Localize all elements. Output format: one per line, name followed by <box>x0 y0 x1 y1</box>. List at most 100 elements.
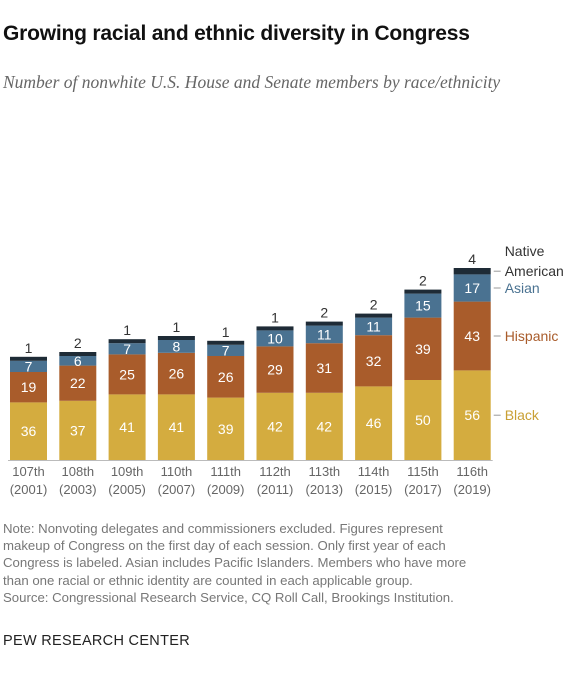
x-tick-label: 113th <box>309 464 341 479</box>
data-label-hispanic: 26 <box>169 366 185 382</box>
data-label-hispanic: 29 <box>267 362 283 378</box>
bar-segment-hispanic <box>10 372 47 403</box>
x-tick-year: (2013) <box>306 482 344 497</box>
bar-segment-black <box>59 400 97 460</box>
x-tick-year: (2007) <box>158 482 196 497</box>
bar-segment-asian <box>157 340 195 353</box>
data-label-native-american: 1 <box>173 319 181 335</box>
data-label-asian: 11 <box>317 326 332 342</box>
bar-segment-hispanic <box>453 301 491 371</box>
bar-segment-black <box>207 397 245 460</box>
x-tick-year: (2015) <box>355 482 393 497</box>
bar-segment-native-american <box>453 268 491 275</box>
bar-segment-asian <box>453 274 491 302</box>
data-label-native-american: 1 <box>123 322 131 338</box>
bar-segment-asian <box>10 360 47 372</box>
bar-segment-native-american <box>10 356 47 361</box>
data-label-asian: 7 <box>123 341 131 357</box>
data-label-black: 42 <box>267 418 283 434</box>
data-label-asian: 7 <box>25 358 33 374</box>
data-label-asian: 15 <box>415 298 431 314</box>
data-label-hispanic: 43 <box>464 328 480 344</box>
note-line: makeup of Congress on the first day of e… <box>3 538 446 554</box>
data-label-asian: 17 <box>464 280 480 296</box>
data-label-asian: 10 <box>267 330 283 346</box>
x-tick-year: (2011) <box>257 482 294 497</box>
data-label-native-american: 2 <box>74 335 82 351</box>
data-label-black: 50 <box>415 412 431 428</box>
x-tick-label: 112th <box>259 464 291 479</box>
data-label-hispanic: 19 <box>21 379 37 395</box>
bar-segment-asian <box>207 344 245 356</box>
bar-segment-black <box>256 392 294 460</box>
x-tick-year: (2009) <box>207 482 245 497</box>
x-tick-year: (2005) <box>108 482 146 497</box>
bar-segment-hispanic <box>108 354 146 395</box>
bar-segment-asian <box>59 356 97 366</box>
bar-segment-hispanic <box>404 317 442 380</box>
legend-label-native-american: American <box>505 263 564 279</box>
stacked-bar-chart: 361971107th(2001)372262108th(2003)412571… <box>8 243 564 497</box>
legend-label-native-american: Native <box>505 243 545 259</box>
x-tick-label: 116th <box>456 464 488 479</box>
bar-segment-asian <box>404 293 442 318</box>
data-label-native-american: 2 <box>370 297 378 313</box>
data-label-hispanic: 26 <box>218 369 234 385</box>
data-label-hispanic: 22 <box>70 375 86 391</box>
bar-segment-asian <box>305 325 343 344</box>
x-tick-year: (2003) <box>59 482 97 497</box>
x-tick-year: (2017) <box>404 482 442 497</box>
bar-segment-hispanic <box>256 346 294 393</box>
bar-segment-black <box>453 370 491 460</box>
bar-segment-native-american <box>355 313 393 318</box>
chart-subtitle: Number of nonwhite U.S. House and Senate… <box>3 72 501 92</box>
data-label-asian: 7 <box>222 342 230 358</box>
x-tick-label: 108th <box>62 464 95 479</box>
data-label-black: 41 <box>119 419 135 435</box>
x-tick-year: (2001) <box>10 482 48 497</box>
data-label-hispanic: 32 <box>366 353 382 369</box>
data-label-asian: 6 <box>74 353 82 369</box>
bar-segment-native-american <box>59 352 97 356</box>
bar-segment-native-american <box>305 321 343 326</box>
bar-segment-hispanic <box>355 335 393 387</box>
x-tick-label: 109th <box>111 464 144 479</box>
bar-segment-hispanic <box>157 352 195 395</box>
bar-segment-black <box>157 394 195 460</box>
chart-title: Growing racial and ethnic diversity in C… <box>3 22 470 45</box>
data-label-asian: 8 <box>173 338 181 354</box>
bar-segment-native-american <box>404 289 442 294</box>
bar-segment-native-american <box>207 340 245 345</box>
bar-segment-hispanic <box>305 343 343 393</box>
x-tick-label: 111th <box>210 464 241 479</box>
bar-segment-black <box>108 394 146 460</box>
data-label-hispanic: 31 <box>317 360 333 376</box>
data-label-black: 41 <box>169 419 185 435</box>
data-label-black: 39 <box>218 421 234 437</box>
legend-label-asian: Asian <box>505 280 540 296</box>
data-label-black: 37 <box>70 422 86 438</box>
x-tick-label: 114th <box>358 464 390 479</box>
note-line: Congress is labeled. Asian includes Paci… <box>3 555 467 571</box>
bar-segment-asian <box>108 343 146 355</box>
bar-segment-native-american <box>157 336 195 340</box>
data-label-native-american: 1 <box>25 340 33 356</box>
bar-segment-asian <box>256 330 294 347</box>
bar-segment-asian <box>355 317 393 336</box>
x-tick-label: 115th <box>407 464 439 479</box>
bar-segment-black <box>355 386 393 460</box>
legend-label-black: Black <box>505 407 540 423</box>
note-line: than one racial or ethnic identity are c… <box>3 572 413 588</box>
bar-segment-hispanic <box>207 356 245 398</box>
note-line: Note: Nonvoting delegates and commission… <box>3 521 443 536</box>
x-tick-year: (2019) <box>453 482 491 497</box>
bar-segment-native-american <box>108 339 146 344</box>
data-label-black: 46 <box>366 415 382 431</box>
data-label-black: 36 <box>21 423 37 439</box>
data-label-hispanic: 39 <box>415 341 431 357</box>
data-label-native-american: 1 <box>222 324 230 340</box>
source-line: Source: Congressional Research Service, … <box>3 589 454 605</box>
data-label-native-american: 1 <box>271 309 279 325</box>
data-label-asian: 11 <box>366 318 381 334</box>
x-tick-label: 107th <box>12 464 45 479</box>
